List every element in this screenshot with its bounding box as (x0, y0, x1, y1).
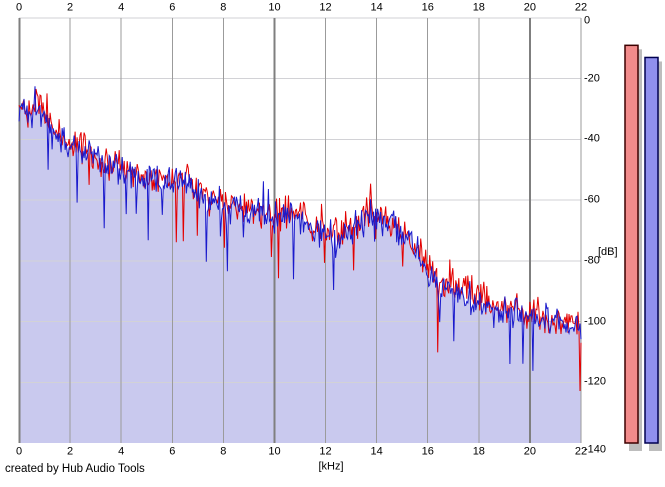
x-axis-bottom-tick-label: 12 (319, 445, 332, 458)
x-axis-top-tick-label: 14 (370, 1, 383, 14)
x-axis-bottom-tick-label: 6 (169, 445, 176, 458)
x-axis-bottom-tick-label: 4 (118, 445, 125, 458)
spectrum-trace-blue (18, 86, 582, 371)
x-axis-bottom-tick-label: 2 (67, 445, 74, 458)
meter-bar-red (624, 44, 639, 444)
x-axis-bottom-tick-label: 8 (220, 445, 227, 458)
x-axis-top-tick-label: 0 (15, 1, 23, 14)
x-axis-unit-label: [kHz] (318, 460, 344, 473)
x-axis-top-tick-label: 16 (421, 1, 434, 14)
x-axis-bottom-tick-label: 18 (472, 445, 485, 458)
x-axis-bottom-tick-label: 0 (15, 445, 23, 458)
x-axis-top-tick-label: 22 (574, 1, 588, 14)
x-axis-top-tick-label: 12 (319, 1, 332, 14)
meter-bar-blue (644, 56, 659, 444)
x-axis-bottom-tick-label: 20 (523, 445, 537, 458)
x-axis-top-tick-label: 8 (220, 1, 227, 14)
x-axis-top-tick-label: 4 (118, 1, 125, 14)
y-axis-tick-label: -20 (584, 72, 600, 85)
x-axis-top-tick-label: 2 (67, 1, 74, 14)
y-axis-tick-label: -120 (584, 375, 607, 388)
y-axis-tick-label: -40 (584, 132, 600, 145)
y-axis-tick-label: -140 (584, 443, 607, 456)
y-axis-tick-label: 0 (584, 14, 591, 27)
y-axis-tick-label: -80 (584, 254, 600, 267)
x-axis-top-tick-label: 20 (523, 1, 537, 14)
y-axis-tick-label: -60 (584, 193, 600, 206)
y-axis-unit-label: [dB] (598, 246, 618, 258)
credit-text: created by Hub Audio Tools (5, 463, 145, 475)
x-axis-bottom-tick-label: 14 (370, 445, 383, 458)
x-axis-bottom-tick-label: 22 (574, 445, 588, 458)
x-axis-top-tick-label: 18 (472, 1, 485, 14)
x-axis-bottom-tick-label: 16 (421, 445, 434, 458)
spectrum-fill-area (19, 86, 581, 444)
x-axis-top-tick-label: 6 (169, 1, 176, 14)
x-axis-top-tick-label: 10 (268, 1, 281, 14)
y-axis-tick-label: -100 (584, 315, 607, 328)
x-axis-bottom-tick-label: 10 (268, 445, 281, 458)
